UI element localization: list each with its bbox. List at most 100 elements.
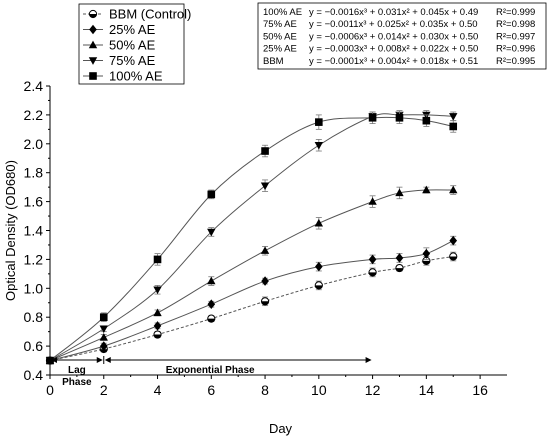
legend-box [78,3,185,85]
data-point [207,314,216,323]
data-point [395,113,404,122]
legend-label: 100% AE [109,69,163,84]
x-tick-label: 8 [261,382,269,398]
data-point [153,286,162,295]
series-4 [46,111,458,365]
equation-r2: R²=0.998 [496,19,535,30]
data-point [99,325,108,334]
legend-label: 75% AE [109,53,156,68]
equation-box-frame [257,2,547,70]
lag-phase-label: Lag Phase [62,365,92,388]
data-point [207,228,216,237]
data-point [368,254,377,265]
data-point [99,313,108,321]
data-point-fill [395,268,404,272]
y-tick-label: 0.8 [24,309,44,325]
data-point [207,299,216,309]
legend-marker [88,9,98,19]
data-point [314,142,324,150]
equation-label: 50% AE [263,31,297,42]
data-point [449,185,458,194]
data-point [395,188,404,197]
data-point [260,297,270,306]
data-point [260,182,270,191]
arrow-head [365,357,372,363]
equation-formula: y = −0.0016x³ + 0.031x² + 0.045x + 0.49 [309,7,478,18]
data-point [153,330,162,339]
series-layer [45,110,458,366]
y-tick-label: 1.2 [24,251,44,267]
y-tick-label: 1.6 [24,194,44,210]
x-tick-label: 4 [154,382,162,398]
equation-label: 25% AE [263,44,297,55]
y-tick-label: 2.0 [24,136,44,152]
data-point-fill [422,260,430,265]
legend-marker [89,72,97,80]
equation-formula: y = −0.0011x³ + 0.025x² + 0.035x + 0.50 [309,19,478,30]
x-tick-label: 2 [100,382,108,398]
data-point-fill [449,256,457,261]
data-point [261,276,269,286]
data-point [368,113,377,122]
data-point [368,197,377,205]
data-point [153,255,162,264]
data-point [422,248,431,259]
y-tick-label: 1.4 [24,223,44,239]
data-point [449,252,458,261]
equation-formula: y = −0.0006x³ + 0.014x² + 0.030x + 0.50 [309,31,478,42]
data-point-fill [368,272,377,277]
legend-label: 25% AE [109,22,156,37]
series-line [49,116,454,361]
data-point [449,122,458,131]
data-point [422,185,431,194]
series-0 [45,251,458,365]
data-point-fill [207,318,215,323]
data-point [395,253,404,263]
series-2 [45,185,458,364]
equation-r2: R²=0.999 [496,7,535,18]
data-point-fill [315,285,323,290]
data-point [449,235,458,246]
y-tick-label: 2.4 [24,78,44,94]
legend-marker [88,40,98,49]
y-tick-label: 1.8 [24,165,44,181]
legend-marker-fill [89,14,97,18]
series-line [49,189,454,362]
y-tick-label: 1.0 [24,280,44,296]
data-point [449,113,458,121]
data-point [260,246,270,254]
data-point [261,147,269,155]
equation-label: 75% AE [263,19,297,30]
arrow-head [96,357,103,363]
equation-label: BBM [263,56,284,67]
x-tick-label: 6 [207,382,215,398]
x-tick-label: 14 [419,382,435,398]
equation-r2: R²=0.996 [496,44,535,55]
series-1 [46,235,458,366]
arrow-head [51,357,57,363]
data-point [99,333,108,341]
data-point [368,268,377,277]
series-line [49,113,454,361]
legend-marker [88,57,98,65]
data-point-fill [153,334,162,339]
data-point [153,321,162,331]
x-axis-title: Day [269,421,293,436]
x-tick-label: 10 [311,382,327,398]
data-point-fill [261,301,269,305]
data-point [99,341,108,351]
data-point [314,281,323,290]
exponential-phase-label: Exponential Phase [166,365,255,376]
equation-formula: y = −0.0001x³ + 0.004x² + 0.018x + 0.51 [309,56,478,67]
y-tick-label: 0.6 [24,338,44,354]
data-point [315,118,323,126]
data-point [207,190,216,199]
legend-label: 50% AE [109,38,156,53]
x-tick-label: 0 [46,382,54,398]
data-point [153,308,162,317]
x-tick-label: 12 [365,382,381,398]
y-tick-label: 0.4 [24,367,44,383]
phase-annotations: Lag Phase Exponential Phase [51,356,372,388]
